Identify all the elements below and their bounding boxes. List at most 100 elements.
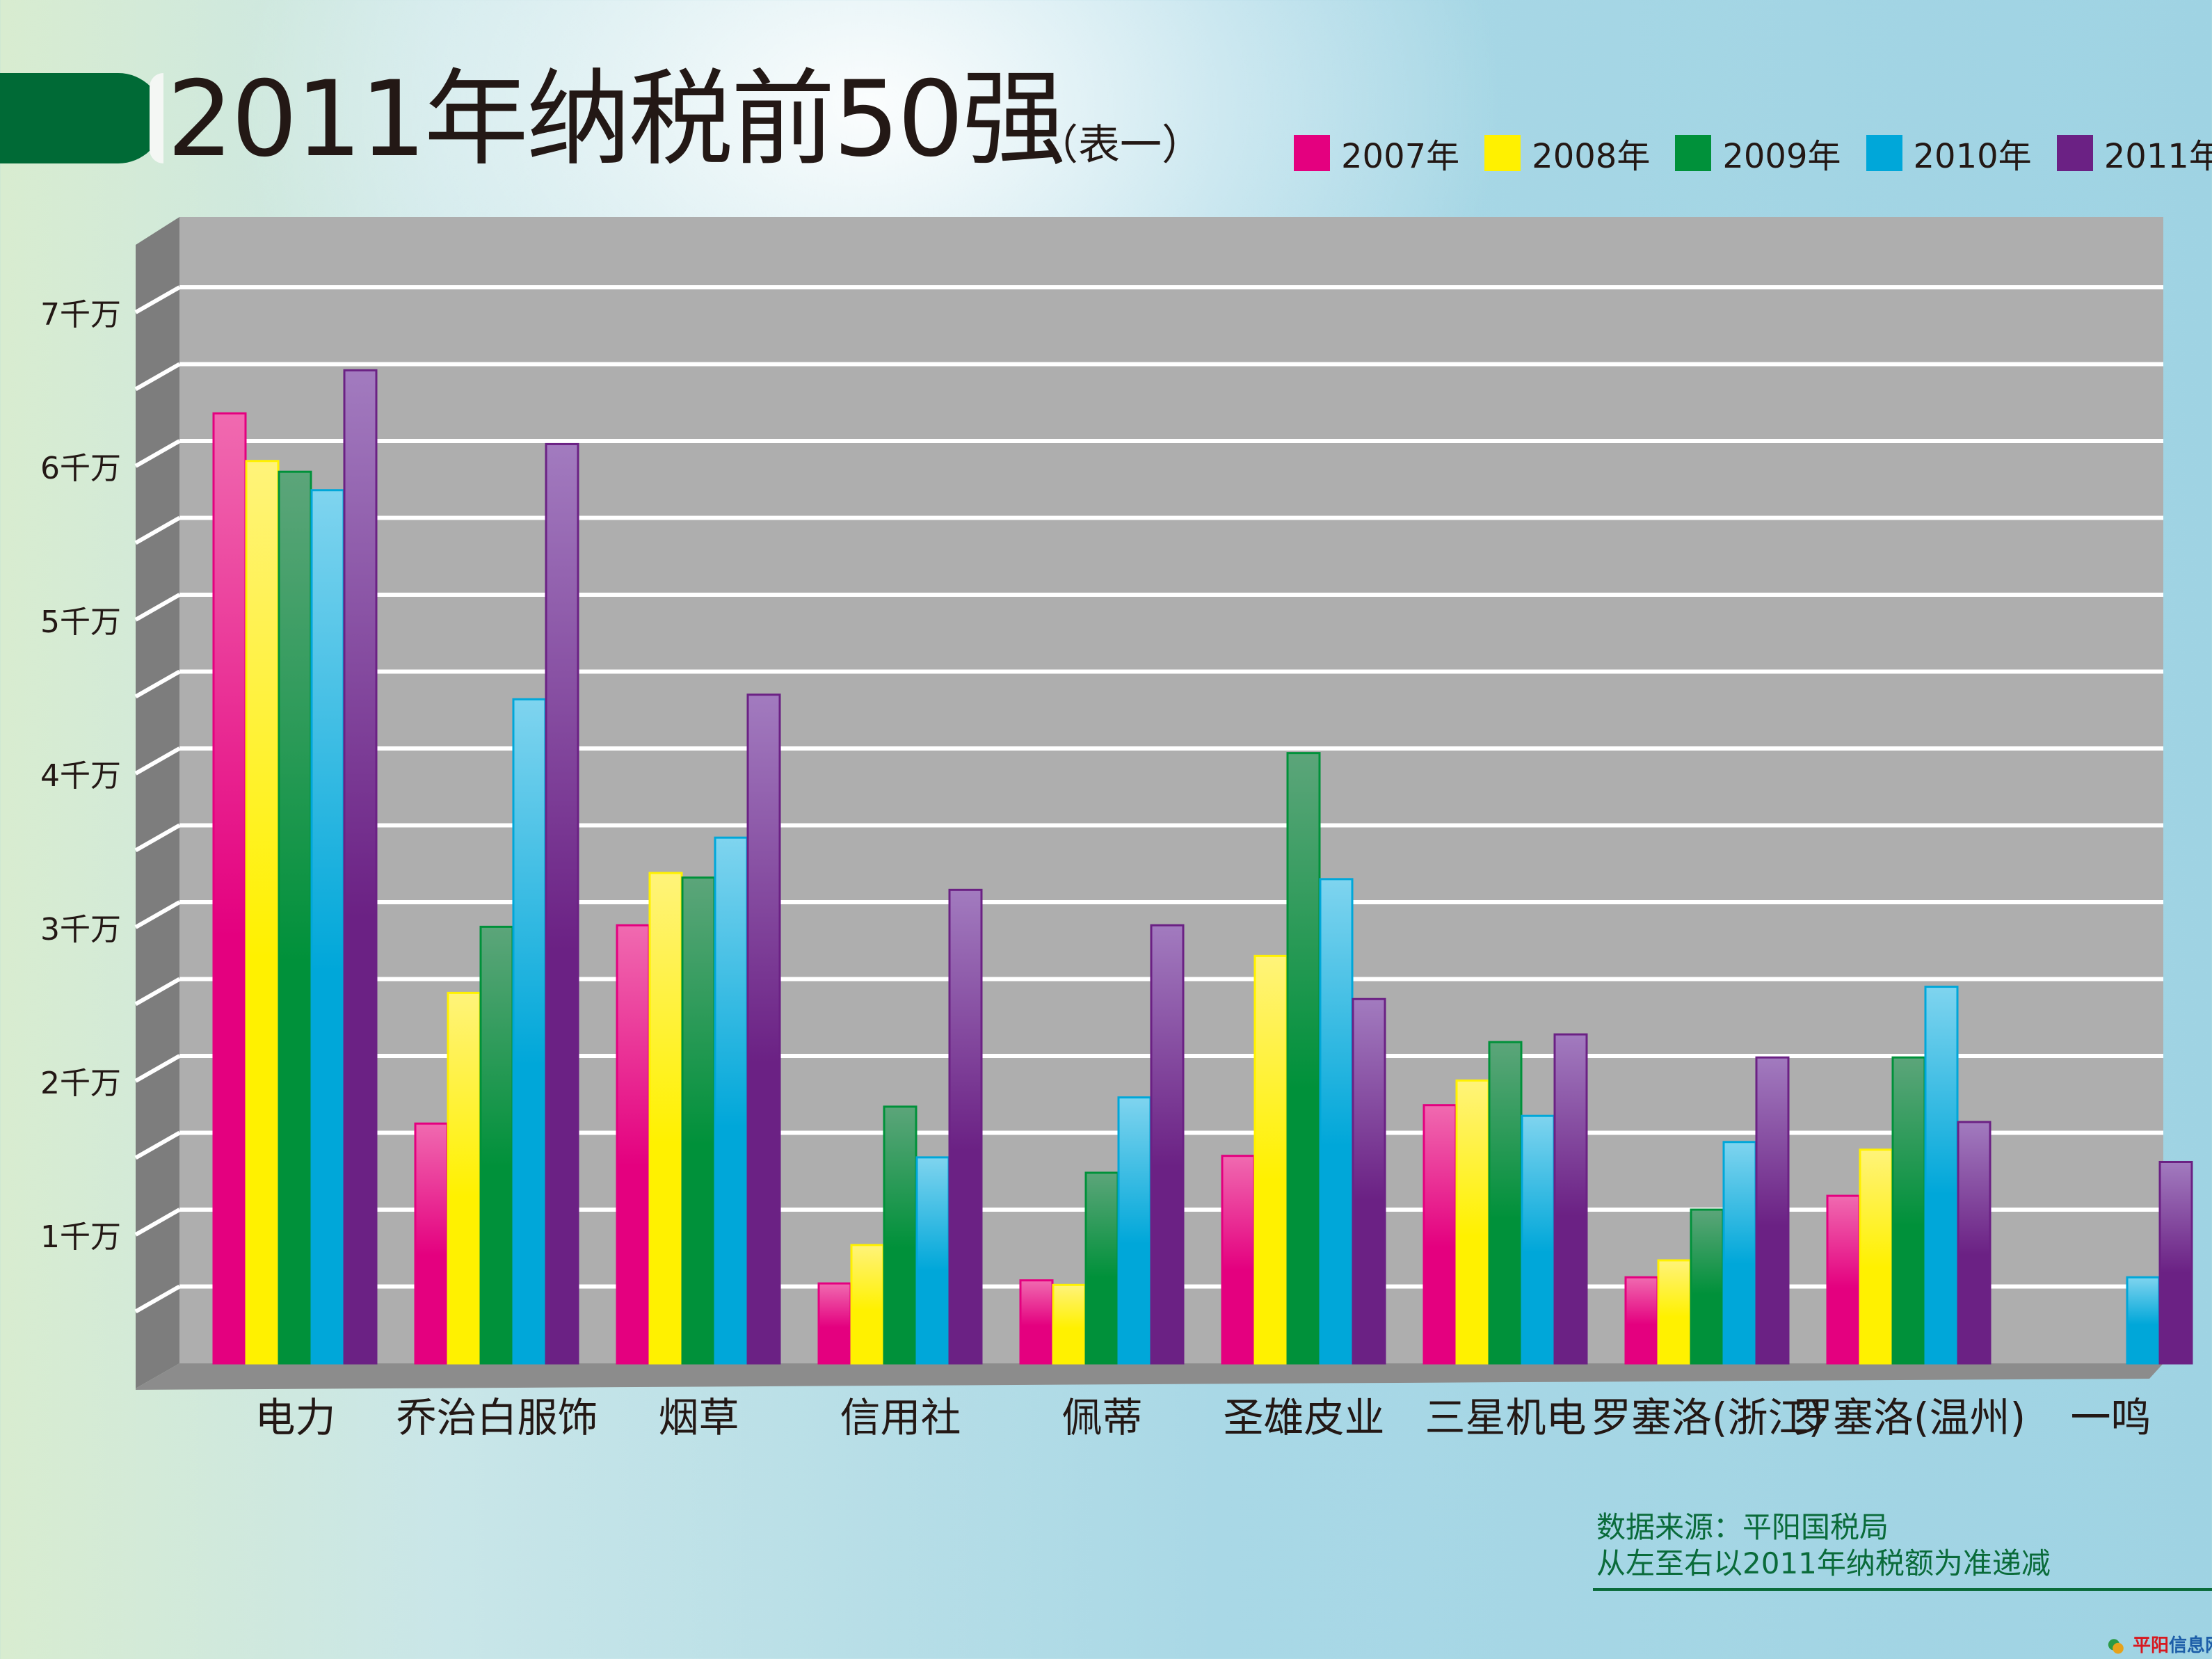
x-tick-label: 佩蒂: [1061, 1394, 1142, 1441]
bar: [1052, 1283, 1087, 1365]
gridline-side: [134, 362, 181, 392]
y-tick-label: 5千万: [40, 604, 121, 640]
y-tick-label: 2千万: [40, 1066, 121, 1101]
gridline-side: [134, 900, 181, 929]
bar: [512, 698, 547, 1365]
gridline-side: [134, 1130, 181, 1160]
bar: [883, 1105, 917, 1365]
bar: [1150, 924, 1185, 1365]
legend-label-2011: 2011年: [2103, 137, 2212, 176]
gridline-side: [134, 977, 181, 1007]
bar: [545, 442, 579, 1365]
bar: [948, 888, 983, 1365]
bar: [310, 489, 345, 1365]
legend-swatch-2008: [1484, 135, 1521, 171]
bar: [1826, 1194, 1861, 1365]
bar: [1690, 1208, 1724, 1365]
bar: [1521, 1114, 1555, 1365]
bar: [1117, 1096, 1152, 1365]
bar: [278, 470, 312, 1365]
gridline-side: [134, 823, 181, 853]
bar: [1319, 878, 1354, 1365]
watermark-part-2: 信息网: [2169, 1635, 2212, 1656]
gridline-side: [134, 746, 181, 776]
legend-swatch-2009: [1675, 135, 1712, 171]
bar: [714, 836, 748, 1365]
bar: [1755, 1056, 1790, 1365]
title-accent-bar: [0, 73, 163, 163]
source-line-1: 数据来源：平阳国税局: [1596, 1510, 1889, 1544]
bar: [1957, 1121, 1991, 1365]
bar: [817, 1282, 852, 1365]
bar: [212, 412, 247, 1365]
legend-label-2010: 2010年: [1913, 137, 2032, 176]
legend-swatch-2007: [1294, 135, 1330, 171]
gridline-side: [134, 1284, 181, 1314]
legend-item-2010: 2010年: [1866, 129, 2032, 177]
bar: [1019, 1279, 1054, 1365]
bar: [1891, 1056, 1926, 1365]
bar: [616, 924, 650, 1365]
bar: [1084, 1171, 1119, 1365]
x-tick-label: 烟草: [658, 1394, 739, 1441]
legend-swatch-2010: [1866, 135, 1902, 171]
y-tick-label: 7千万: [40, 297, 121, 332]
gridline-side: [134, 1054, 181, 1083]
bar: [1859, 1148, 1893, 1365]
plot-side-wall: [136, 217, 179, 1388]
y-tick-label: 1千万: [40, 1219, 121, 1255]
x-tick-label: 一鸣: [2070, 1394, 2151, 1441]
bar: [479, 925, 514, 1365]
bar: [1253, 954, 1288, 1365]
bar: [746, 694, 781, 1365]
bar: [1924, 986, 1959, 1365]
bar: [1455, 1079, 1490, 1365]
legend-label-2009: 2009年: [1722, 137, 1841, 176]
legend-label-2008: 2008年: [1532, 137, 1651, 176]
bar: [343, 369, 378, 1365]
gridline-side: [134, 285, 181, 314]
x-tick-label: 信用社: [840, 1394, 961, 1441]
bar: [414, 1122, 449, 1365]
bar: [1722, 1141, 1757, 1365]
x-tick-label: 罗塞洛(温州): [1793, 1394, 2026, 1441]
chart-subtitle: （表一）: [1036, 121, 1203, 170]
legend-item-2009: 2009年: [1675, 129, 1841, 177]
bar: [1657, 1259, 1692, 1365]
chart-title: 2011年纳税前50强: [167, 59, 1066, 180]
bar: [2158, 1160, 2193, 1365]
bar: [1422, 1104, 1457, 1365]
gridline-side: [134, 515, 181, 545]
x-tick-label: 三星机电: [1425, 1394, 1586, 1441]
legend-item-2008: 2008年: [1484, 129, 1650, 177]
legend-label-2007: 2007年: [1341, 137, 1460, 176]
x-tick-label: 乔治白服饰: [396, 1394, 598, 1441]
bar: [1286, 752, 1321, 1365]
site-watermark: 平阳信息网: [2108, 1631, 2212, 1657]
legend-item-2007: 2007年: [1294, 129, 1459, 177]
site-logo-icon: [2108, 1637, 2129, 1656]
title-accent-notch: [150, 73, 163, 163]
bar: [681, 876, 716, 1365]
gridline-side: [134, 669, 181, 699]
source-line-2: 从左至右以2011年纳税额为准递减: [1596, 1546, 2051, 1580]
legend: 2007年 2008年 2009年 2010年 2011年: [1294, 129, 2212, 177]
gridline-side: [134, 593, 181, 622]
data-source-note: 数据来源：平阳国税局 从左至右以2011年纳税额为准递减: [1596, 1509, 2051, 1582]
watermark-part-1: 平阳: [2133, 1635, 2170, 1656]
x-tick-label: 罗塞洛(浙江): [1591, 1394, 1824, 1441]
y-tick-label: 3千万: [40, 912, 121, 947]
legend-item-2011: 2011年: [2056, 129, 2212, 177]
x-tick-label: 圣雄皮业: [1223, 1394, 1384, 1441]
y-tick-label: 6千万: [40, 451, 121, 486]
bar: [1221, 1155, 1256, 1365]
bar: [1624, 1276, 1659, 1365]
legend-swatch-2011: [2056, 135, 2093, 171]
bar: [245, 460, 280, 1365]
bar: [648, 872, 683, 1365]
source-divider: [1593, 1588, 2212, 1591]
plot-floor: [136, 1363, 2163, 1390]
bar: [915, 1156, 950, 1365]
bar: [447, 991, 481, 1365]
